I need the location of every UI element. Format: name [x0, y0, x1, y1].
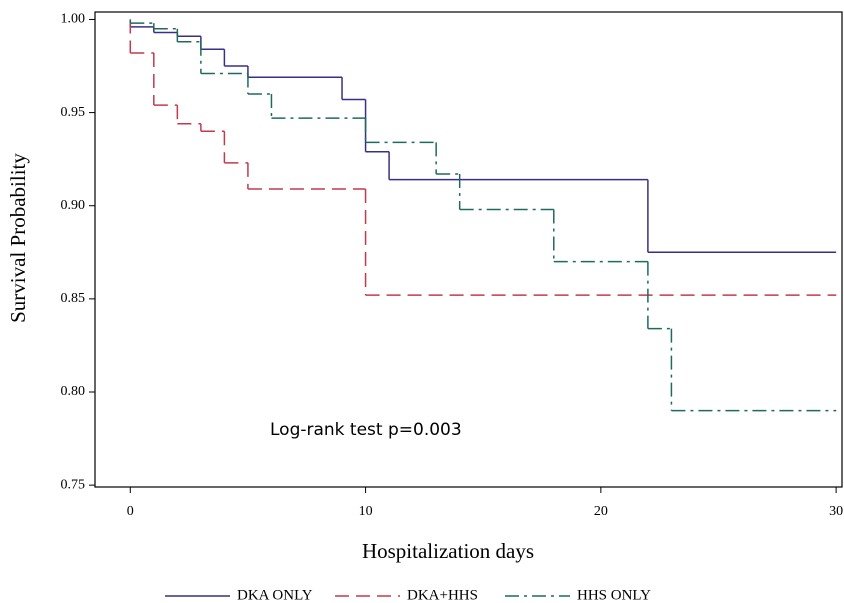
y-tick-label: 0.75 — [61, 477, 86, 492]
legend-label: DKA+HHS — [407, 587, 478, 603]
legend-label: HHS ONLY — [577, 587, 651, 603]
y-tick-label: 0.90 — [61, 198, 86, 213]
y-tick-label: 1.00 — [61, 12, 86, 27]
y-axis-title: Survival Probability — [6, 153, 30, 323]
y-tick-label: 0.80 — [61, 384, 86, 399]
x-tick-label: 0 — [127, 504, 134, 519]
x-tick-label: 30 — [829, 504, 843, 519]
y-tick-label: 0.95 — [61, 105, 86, 120]
x-tick-label: 20 — [594, 504, 608, 519]
x-axis-title: Hospitalization days — [362, 539, 534, 563]
legend-label: DKA ONLY — [237, 587, 313, 603]
annotation: Log-rank test p=0.003 — [270, 420, 462, 440]
plot-frame — [94, 11, 843, 488]
x-tick-label: 10 — [359, 504, 373, 519]
y-tick-label: 0.85 — [61, 291, 86, 306]
